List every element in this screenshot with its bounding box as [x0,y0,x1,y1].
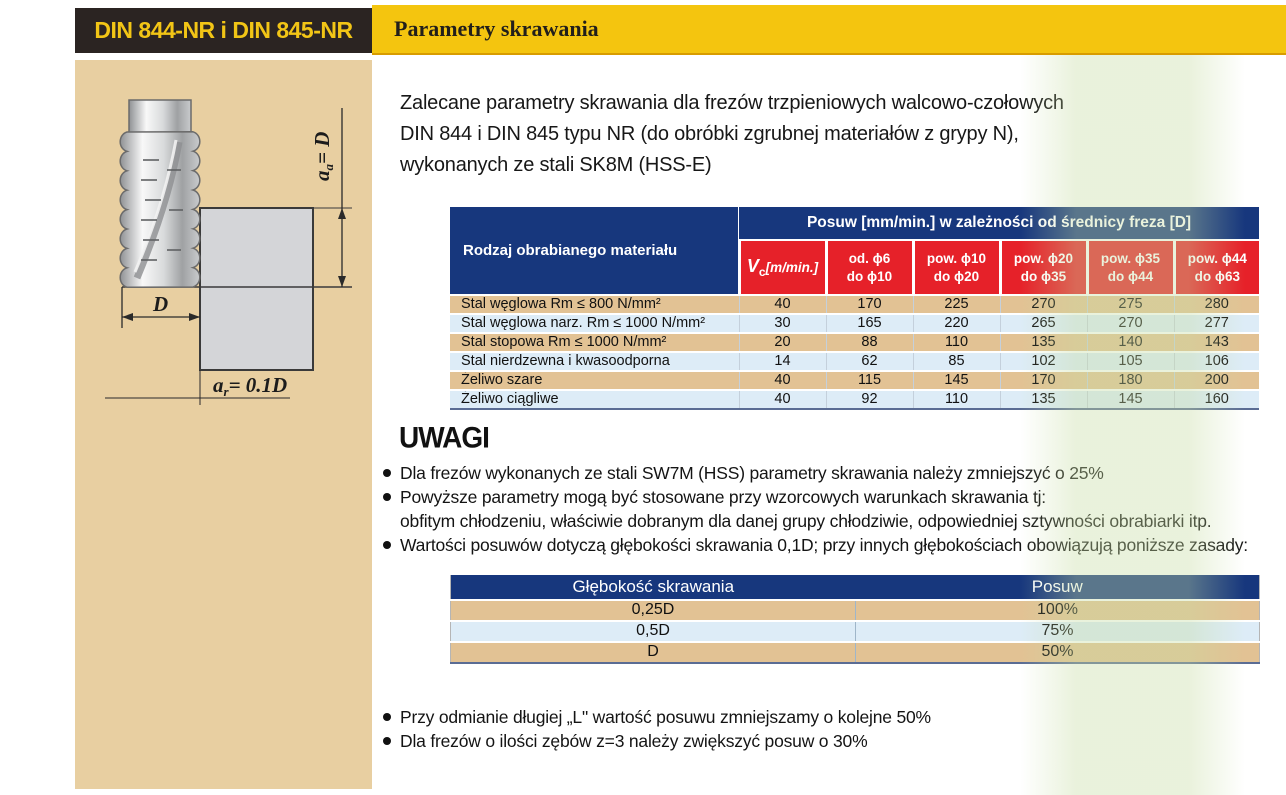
note-item: Przy odmianie długiej „L" wartość posuwu… [383,705,1255,729]
row-label: 0,25D [450,599,856,621]
row-value: 62 [825,351,913,371]
table-row: Stal węglowa Rm ≤ 800 N/mm² 40 170 225 270 27… [450,294,1260,314]
table-row: Stal węglowa narz. Rm ≤ 1000 N/mm² 30 165 2… [450,313,1260,333]
row-label: Stal stopowa Rm ≤ 1000 N/mm² [450,332,739,352]
row-label: Stal węglowa Rm ≤ 800 N/mm² [450,294,739,314]
table-row: 0,5D 75% [450,620,1260,642]
intro-paragraph: Zalecane parametry skrawania dla frezów … [400,92,1064,176]
end-mill [119,99,201,288]
row-value: 92 [825,389,913,409]
notes-list: Dla frezów wykonanych ze stali SW7M (HSS… [383,461,1255,557]
row-value: 85 [912,351,1000,371]
row-value: 170 [825,294,913,314]
note-item: Dla frezów o ilości zębów z=3 należy zwi… [383,729,1255,753]
feed-range-header: pow. ϕ44 do ϕ63 [1172,239,1260,295]
diagram-sidebar: aa= D D ar= 0.1D [75,60,372,789]
row-value: 280 [1173,294,1260,314]
row-value: 135 [999,389,1087,409]
feed-range-header: pow. ϕ10 do ϕ20 [911,239,1000,295]
row-value: 277 [1173,313,1260,333]
row-value: 110 [912,389,1000,409]
bottom-notes-list: Przy odmianie długiej „L" wartość posuwu… [383,705,1255,753]
row-value: 265 [999,313,1087,333]
row-value: 75% [855,620,1260,642]
diameter-dimension [121,287,200,328]
radial-depth-label: ar= 0.1D [213,373,287,399]
diameter-label: D [152,292,168,316]
row-value: 110 [912,332,1000,352]
feed-range-header: od. ϕ6 do ϕ10 [824,239,913,295]
row-value: 105 [1086,351,1174,371]
row-value: 165 [825,313,913,333]
row-value: 145 [1086,389,1174,409]
note-item: Powyższe parametry mogą być stosowane pr… [383,485,1255,533]
row-value: 225 [912,294,1000,314]
feed-depth-table: Głębokość skrawania Posuw 0,25D 100% 0,5D 7… [450,575,1260,664]
din-label: DIN 844-NR i DIN 845-NR [94,17,353,43]
row-label: Stal węglowa narz. Rm ≤ 1000 N/mm² [450,313,739,333]
row-value: 40 [738,294,826,314]
row-value: 102 [999,351,1087,371]
feed-range-header: pow. ϕ20 do ϕ35 [998,239,1087,295]
row-label: Żeliwo szare [450,370,739,390]
row-label: Żeliwo ciągliwe [450,389,739,409]
note-item: Wartości posuwów dotyczą głębokości skra… [383,533,1255,557]
row-label: Stal nierdzewna i kwasoodporna [450,351,739,371]
notes-title: UWAGI [399,421,490,454]
row-value: 220 [912,313,1000,333]
material-column-header: Rodzaj obrabianego materiału [450,207,739,295]
workpiece [122,207,352,371]
row-value: 140 [1086,332,1174,352]
row-value: 14 [738,351,826,371]
table-header-row: Rodzaj obrabianego materiału Posuw [mm/m… [450,207,1260,295]
row-value: 88 [825,332,913,352]
table-row: Stal nierdzewna i kwasoodporna 14 62 85 102 1… [450,351,1260,371]
row-value: 20 [738,332,826,352]
row-value: 106 [1173,351,1260,371]
axial-depth-dimension [338,108,346,287]
axial-depth-label: aa= D [310,132,336,181]
vc-column-header: Vc[m/min.] [737,239,826,295]
row-value: 135 [999,332,1087,352]
table-header-row: Głębokość skrawania Posuw [450,575,1260,600]
cutting-parameters-table: Rodzaj obrabianego materiału Posuw [mm/m… [450,207,1260,410]
row-label: D [450,641,856,663]
row-label: 0,5D [450,620,856,642]
table-row: Żeliwo ciągliwe 40 92 110 135 145 160 [450,389,1260,409]
row-value: 50% [855,641,1260,663]
table-row: D 50% [450,641,1260,663]
table-row: Żeliwo szare 40 115 145 170 180 200 [450,370,1260,390]
row-value: 170 [999,370,1087,390]
feed-range-header: pow. ϕ35 do ϕ44 [1085,239,1174,295]
row-value: 40 [738,370,826,390]
table-subheader-row: Vc[m/min.] od. ϕ6 do ϕ10 pow. ϕ10 do ϕ20… [450,239,1260,295]
table-row: 0,25D 100% [450,599,1260,621]
row-value: 180 [1086,370,1174,390]
feed-group-header: Posuw [mm/min.] w zależności od średnicy… [739,207,1260,240]
din-header-box: DIN 844-NR i DIN 845-NR [75,8,372,53]
milling-diagram: aa= D D ar= 0.1D [105,99,352,405]
note-item: Dla frezów wykonanych ze stali SW7M (HSS… [383,461,1255,485]
radial-depth-dimension [105,370,290,405]
row-value: 30 [738,313,826,333]
depth-column-header: Głębokość skrawania [450,575,856,600]
row-value: 270 [1086,313,1174,333]
row-value: 270 [999,294,1087,314]
table-row: Stal stopowa Rm ≤ 1000 N/mm² 20 88 110 135 14… [450,332,1260,352]
section-title: Parametry skrawania [394,16,599,41]
row-value: 40 [738,389,826,409]
row-value: 143 [1173,332,1260,352]
row-value: 145 [912,370,1000,390]
row-value: 160 [1173,389,1260,409]
row-value: 275 [1086,294,1174,314]
row-value: 100% [855,599,1260,621]
feed-column-header: Posuw [855,575,1260,600]
row-value: 200 [1173,370,1260,390]
section-header-bar: Parametry skrawania [372,5,1286,55]
row-value: 115 [825,370,913,390]
